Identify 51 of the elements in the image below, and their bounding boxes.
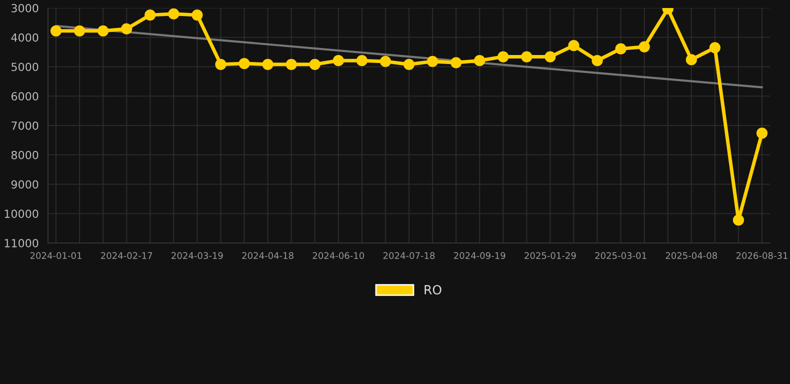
point — [262, 58, 274, 70]
x-tick-label: 2024-02-17 — [101, 252, 152, 260]
point — [568, 40, 580, 52]
point — [498, 51, 509, 62]
point — [380, 56, 392, 68]
point — [709, 42, 720, 54]
legend-label: RO — [424, 285, 442, 294]
point — [544, 51, 556, 62]
x-tick-label: 2024-04-18 — [242, 252, 294, 260]
x-tick-label: 2025-04-08 — [666, 252, 718, 260]
point — [638, 41, 650, 52]
point — [756, 128, 768, 139]
point — [592, 55, 603, 66]
x-tick-label: 2024-01-01 — [30, 252, 82, 260]
point — [615, 43, 626, 54]
point — [121, 23, 132, 34]
y-tick-label: 3000 — [12, 4, 38, 12]
point — [192, 9, 203, 21]
point — [450, 57, 462, 68]
point — [426, 56, 438, 68]
point — [356, 55, 368, 66]
point — [309, 58, 320, 70]
y-tick-label: 9000 — [11, 180, 38, 189]
y-tick-label: 10000 — [4, 210, 38, 218]
x-tick-label: 2024-09-19 — [454, 252, 506, 260]
point — [168, 8, 180, 20]
x-tick-label: 2024-07-18 — [383, 252, 435, 260]
x-tick-label: 2025-03-01 — [595, 252, 646, 260]
point — [286, 58, 297, 70]
point — [686, 54, 697, 66]
point — [50, 25, 62, 36]
y-tick-label: 6000 — [11, 92, 38, 101]
x-tick-label: 2024-06-10 — [312, 252, 364, 260]
point — [144, 9, 156, 21]
point — [403, 58, 415, 70]
y-tick-label: 4000 — [11, 33, 38, 42]
point — [74, 25, 86, 36]
point — [98, 25, 109, 36]
y-tick-label: 8000 — [11, 150, 38, 160]
point — [332, 55, 344, 66]
point — [215, 58, 226, 70]
point — [732, 214, 744, 226]
x-tick-label: 2024-03-19 — [172, 252, 223, 260]
y-tick-label: 5000 — [12, 62, 38, 72]
point — [521, 51, 532, 62]
y-tick-label: 7000 — [12, 121, 38, 130]
point — [474, 55, 486, 66]
y-tick-label: 11000 — [4, 238, 38, 248]
x-tick-label: 2025-01-29 — [524, 252, 576, 260]
x-tick-label: 2026-08-31 — [736, 252, 788, 260]
point — [238, 58, 250, 70]
